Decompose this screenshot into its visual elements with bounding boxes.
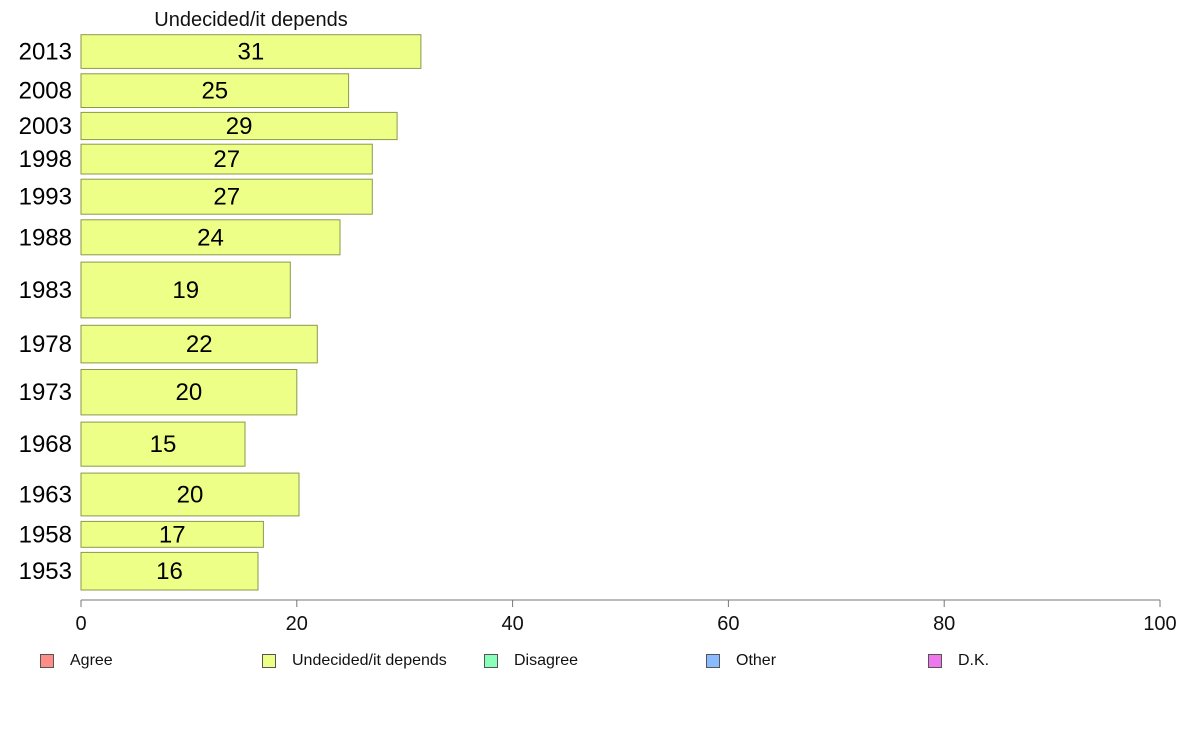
x-tick-label: 40 bbox=[501, 613, 523, 635]
bar-1953 bbox=[80, 551, 259, 591]
y-tick-labels: 2013 2008 2003 1998 1993 1988 1983 1978 1973 1968… bbox=[19, 39, 72, 586]
bar-1983 bbox=[80, 261, 291, 319]
y-tick-label: 1998 bbox=[19, 146, 72, 173]
bar-value-label: 31 bbox=[238, 39, 265, 66]
bar-value-label: 20 bbox=[176, 379, 203, 406]
bar-2013 bbox=[80, 34, 422, 69]
x-tick-label: 60 bbox=[717, 613, 739, 635]
y-tick-label: 1953 bbox=[19, 558, 72, 585]
bar-1973 bbox=[80, 369, 298, 416]
bar-2008 bbox=[80, 73, 350, 109]
bar-1978 bbox=[80, 324, 318, 364]
y-tick-label: 1988 bbox=[19, 224, 72, 251]
bar-value-label: 27 bbox=[213, 184, 240, 211]
y-tick-label: 2008 bbox=[19, 78, 72, 105]
legend-swatch bbox=[40, 654, 54, 668]
legend-swatch bbox=[706, 654, 720, 668]
bar-value-label: 20 bbox=[177, 482, 204, 509]
legend-label: Other bbox=[736, 652, 777, 669]
x-tick-label: 20 bbox=[286, 613, 308, 635]
y-tick-label: 1983 bbox=[19, 277, 72, 304]
chart-title: Undecided/it depends bbox=[154, 9, 347, 31]
y-tick-label: 2003 bbox=[19, 113, 72, 140]
y-tick-label: 1973 bbox=[19, 379, 72, 406]
y-tick-label: 1978 bbox=[19, 331, 72, 358]
legend-item: Other bbox=[706, 652, 776, 670]
legend-label: Disagree bbox=[514, 652, 579, 669]
legend: Agree Undecided/it depends Disagree Other D.… bbox=[0, 652, 1188, 676]
y-tick-label: 1958 bbox=[19, 521, 72, 548]
bar-value-label: 15 bbox=[150, 431, 177, 458]
y-tick-label: 1968 bbox=[19, 431, 72, 458]
bar-1988 bbox=[80, 219, 341, 256]
bar-1998 bbox=[80, 143, 373, 175]
legend-swatch bbox=[262, 654, 276, 668]
y-tick-label: 1993 bbox=[19, 184, 72, 211]
bar-value-label: 19 bbox=[172, 277, 199, 304]
bar-value-label: 17 bbox=[159, 521, 186, 548]
y-tick-label: 1963 bbox=[19, 482, 72, 509]
bar-1963 bbox=[80, 472, 300, 517]
legend-label: Agree bbox=[70, 652, 113, 669]
y-tick-label: 2013 bbox=[19, 39, 72, 66]
x-tick-label: 100 bbox=[1143, 613, 1176, 635]
x-axis-ticks: 0 20 40 60 80 100 bbox=[75, 600, 1177, 635]
legend-swatch bbox=[484, 654, 498, 668]
x-tick-label: 0 bbox=[75, 613, 86, 635]
legend-label: D.K. bbox=[958, 652, 990, 669]
bar-value-label: 16 bbox=[156, 558, 183, 585]
legend-swatch bbox=[928, 654, 942, 668]
bar-1958 bbox=[80, 520, 264, 548]
legend-label: Undecided/it depends bbox=[292, 652, 447, 669]
bar-2003 bbox=[80, 111, 398, 141]
bar-value-label: 24 bbox=[197, 224, 224, 251]
x-tick-label: 80 bbox=[933, 613, 955, 635]
legend-item: Agree bbox=[40, 652, 113, 670]
bar-1968 bbox=[80, 421, 246, 467]
bar-value-label: 22 bbox=[186, 331, 213, 358]
bar-value-label: 29 bbox=[226, 113, 253, 140]
bar-value-label: 25 bbox=[201, 78, 228, 105]
legend-item: Undecided/it depends bbox=[262, 652, 447, 670]
legend-item: D.K. bbox=[928, 652, 989, 670]
bar-1993 bbox=[80, 178, 373, 215]
legend-item: Disagree bbox=[484, 652, 578, 670]
bar-value-label: 27 bbox=[213, 146, 240, 173]
